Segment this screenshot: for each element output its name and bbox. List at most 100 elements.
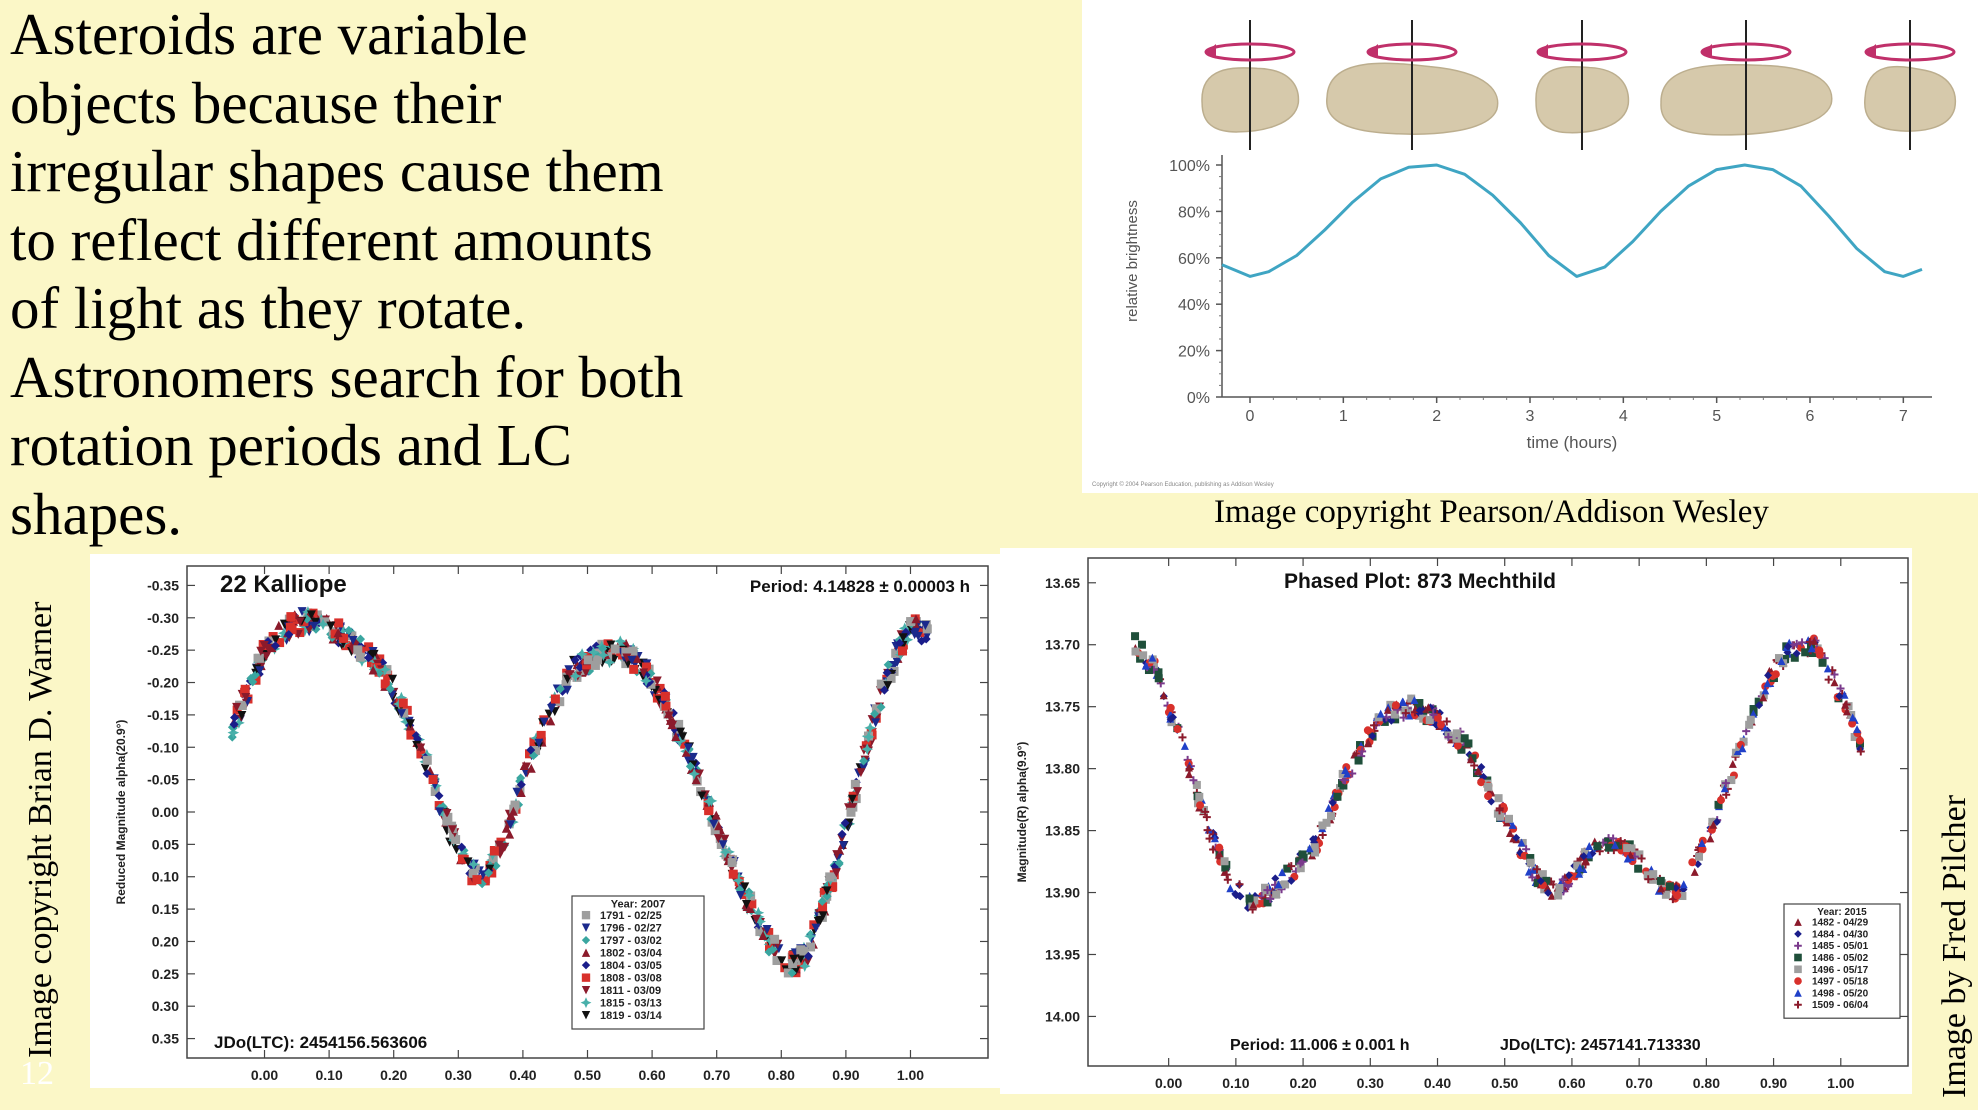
data-point	[369, 649, 379, 659]
data-point	[1464, 739, 1473, 748]
data-point	[484, 868, 494, 878]
data-point	[383, 670, 393, 680]
data-point	[326, 621, 336, 631]
x-tick-label: 0.60	[638, 1067, 665, 1083]
data-point	[772, 956, 782, 966]
data-point	[1649, 870, 1658, 879]
rotation-arrowhead	[1206, 44, 1216, 58]
data-point	[309, 621, 319, 631]
data-point	[581, 667, 591, 677]
data-point	[531, 745, 541, 755]
x-tick-label: 0.80	[768, 1067, 795, 1083]
y-tick-label: 0.05	[152, 836, 179, 852]
text-line: irregular shapes cause them	[10, 138, 664, 204]
data-point	[1570, 872, 1579, 881]
data-point	[1477, 778, 1486, 787]
data-point	[796, 954, 806, 964]
data-point	[1794, 1000, 1802, 1009]
data-point	[420, 763, 430, 773]
x-tick-label: 0.70	[703, 1067, 730, 1083]
data-point	[519, 761, 529, 771]
data-point	[681, 747, 691, 757]
chart-subtitle: Period: 4.14828 ± 0.00003 h	[750, 577, 970, 596]
data-point	[1220, 857, 1229, 866]
data-point	[1526, 858, 1535, 867]
asteroid-rotation-icon	[1201, 20, 1300, 150]
data-point	[895, 632, 908, 645]
data-point	[430, 787, 440, 797]
data-point	[1830, 678, 1839, 687]
data-point	[870, 709, 880, 719]
data-point	[512, 787, 522, 797]
data-point	[1616, 837, 1625, 846]
data-point	[506, 811, 516, 821]
data-point	[320, 617, 330, 627]
data-point	[1580, 848, 1589, 857]
data-point	[1261, 883, 1270, 892]
data-point	[1635, 850, 1644, 859]
data-point	[412, 734, 422, 744]
brightness-chart: 0% 20% 40% 60% 80% 100% 0 1 2 3 4 5 6 7 time (hours) re…	[1092, 20, 1957, 488]
data-point	[1391, 715, 1400, 724]
y-tick-label: 0.25	[152, 966, 179, 982]
data-point	[1794, 941, 1802, 950]
y-axis-label: Magnitude(R) alpha(9.9°)	[1015, 742, 1029, 883]
data-point	[1159, 691, 1168, 700]
data-point	[1407, 694, 1416, 703]
data-point	[1777, 656, 1786, 665]
data-point	[1287, 862, 1296, 871]
data-point	[546, 716, 556, 726]
data-point	[876, 702, 886, 712]
data-point	[1648, 875, 1657, 884]
data-point	[1708, 817, 1717, 826]
data-point	[1477, 763, 1486, 772]
data-point	[719, 846, 732, 858]
data-point	[299, 624, 311, 637]
data-point	[1415, 706, 1424, 715]
text-line: Astronomers search for both	[10, 343, 684, 410]
data-point	[341, 641, 351, 651]
data-point	[451, 835, 461, 845]
data-point	[1794, 918, 1802, 926]
x-tick-label: 4	[1619, 408, 1628, 425]
data-point	[1783, 648, 1792, 657]
data-point	[850, 779, 860, 789]
data-point	[412, 740, 422, 750]
chart-annotation-period: Period: 11.006 ± 0.001 h	[1230, 1037, 1410, 1054]
data-point	[530, 732, 543, 744]
data-point	[581, 948, 591, 957]
y-tick-label: 13.95	[1045, 946, 1080, 962]
y-tick-label: 13.65	[1045, 575, 1080, 591]
mechthild-chart-panel: 13.65 13.70 13.75 13.80 13.85 13.90 13.95 14.00…	[1000, 548, 1912, 1094]
data-point	[1850, 733, 1859, 742]
data-point	[388, 674, 398, 684]
data-point	[920, 621, 930, 631]
data-point	[1798, 638, 1807, 647]
legend-label: 1802 - 03/04	[600, 948, 663, 960]
x-tick-label: 0.30	[1357, 1075, 1384, 1091]
data-point	[1792, 649, 1801, 658]
data-point	[317, 618, 329, 631]
asteroid-rotation-icon	[1535, 20, 1630, 150]
data-point	[364, 642, 374, 652]
data-point	[1444, 733, 1453, 742]
data-point	[254, 653, 264, 663]
data-point	[1370, 721, 1379, 730]
data-point	[629, 664, 639, 674]
data-point	[603, 656, 616, 669]
data-point	[614, 635, 627, 648]
data-point	[1178, 733, 1187, 742]
legend-label: 1509 - 06/04	[1812, 1000, 1869, 1011]
brightness-chart-panel: 0% 20% 40% 60% 80% 100% 0 1 2 3 4 5 6 7 time (hours) re…	[1082, 0, 1978, 493]
data-point	[1287, 876, 1296, 885]
data-point	[1815, 646, 1824, 655]
data-point	[898, 646, 908, 656]
data-point	[355, 652, 365, 662]
data-point	[818, 911, 828, 921]
data-point	[819, 887, 829, 897]
data-point	[678, 732, 688, 742]
legend-label: 1797 - 03/02	[600, 935, 662, 947]
data-point	[1505, 828, 1514, 837]
data-point	[1678, 892, 1687, 901]
data-point	[1322, 818, 1331, 827]
